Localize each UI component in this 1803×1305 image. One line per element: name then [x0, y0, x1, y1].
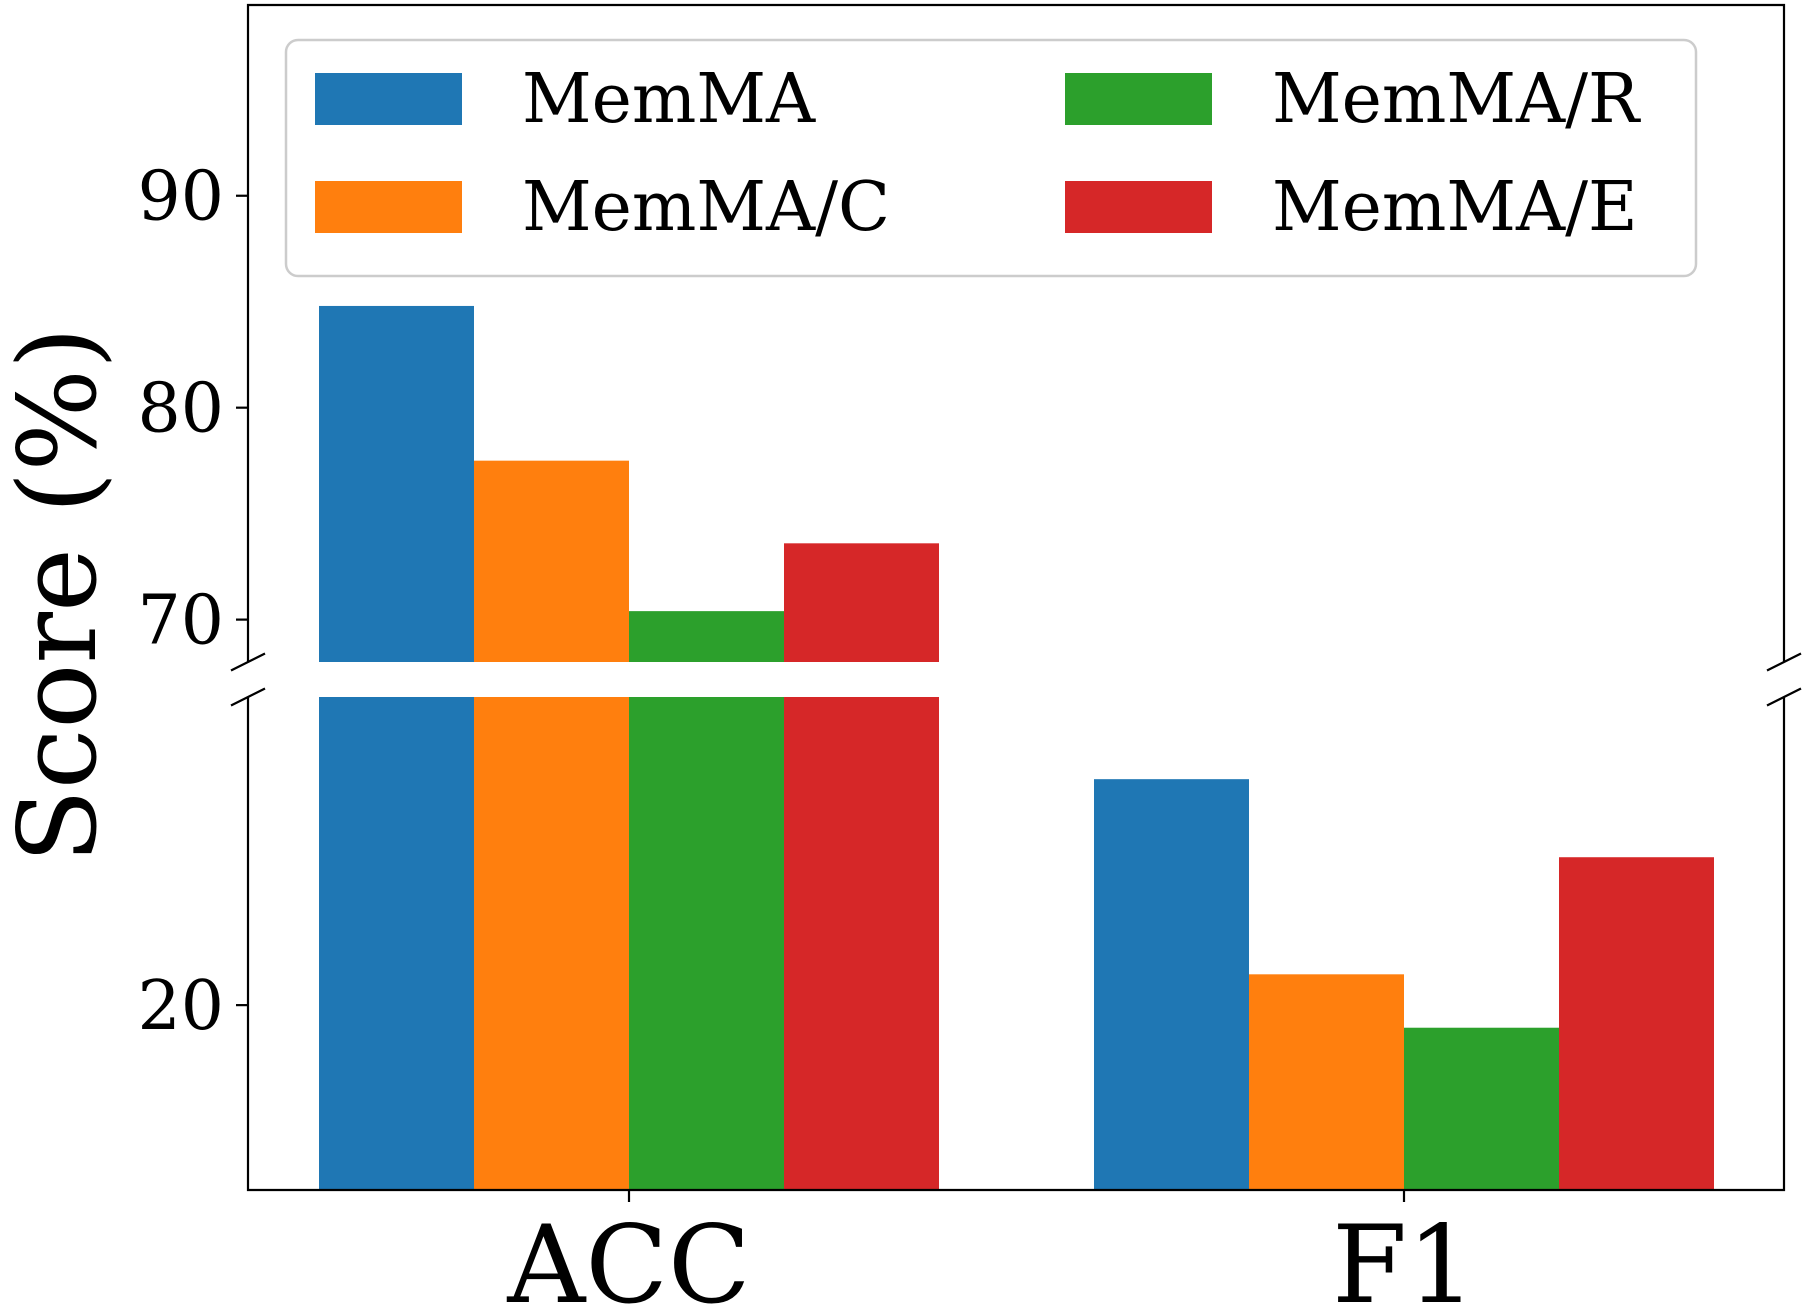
legend-swatch-memma-c: [315, 181, 462, 233]
legend-box: [284, 38, 1698, 278]
legend-swatch-memma-e: [1065, 181, 1212, 233]
bar-memma-r-acc-lower: [629, 697, 784, 1190]
y-tick-label-80: 80: [137, 370, 224, 449]
bar-memma-c-acc-upper: [474, 460, 629, 662]
legend-label-memma-e: MemMA/E: [1272, 168, 1638, 247]
bar-memma-e-acc-upper: [784, 543, 939, 662]
bar-memma-acc-lower: [319, 697, 474, 1190]
break-mark-3: [230, 687, 266, 707]
lower-panel-frame: [246, 697, 1786, 1192]
legend-label-memma-r: MemMA/R: [1272, 60, 1641, 139]
legend-label-memma-c: MemMA/C: [522, 168, 890, 247]
x-tick-label-acc: ACC: [506, 1203, 750, 1305]
bar-memma-r-acc-upper: [629, 611, 784, 662]
y-tick-label-70: 70: [137, 582, 224, 661]
bar-memma-r-f1: [1404, 1027, 1559, 1190]
legend-swatch-memma: [315, 73, 462, 125]
axis-ticks: 70 80 90 20 ACC F1: [137, 158, 1475, 1305]
plot-frame: [246, 3, 1786, 1192]
legend-swatch-memma-r: [1065, 73, 1212, 125]
y-tick-label-90: 90: [137, 158, 224, 237]
bar-memma-acc-upper: [319, 305, 474, 662]
bar-memma-e-f1: [1559, 857, 1714, 1190]
y-axis-label: Score (%): [0, 327, 121, 863]
bar-memma-c-f1: [1249, 974, 1404, 1190]
axis-break-gap: [242, 662, 1790, 697]
legend: MemMA MemMA/C MemMA/R MemMA/E: [284, 38, 1698, 278]
break-mark-1: [230, 652, 266, 672]
bar-memma-e-acc-lower: [784, 697, 939, 1190]
bar-memma-c-acc-lower: [474, 697, 629, 1190]
break-mark-4: [1766, 687, 1802, 707]
x-tick-label-f1: F1: [1332, 1203, 1476, 1305]
break-mark-2: [1766, 652, 1802, 672]
y-tick-label-20: 20: [137, 967, 224, 1046]
axis-break-marks: [230, 652, 1802, 707]
bar-memma-f1: [1094, 779, 1249, 1190]
upper-panel-frame: [246, 3, 1786, 662]
bars-group: [319, 305, 1714, 1190]
legend-label-memma: MemMA: [522, 60, 816, 139]
